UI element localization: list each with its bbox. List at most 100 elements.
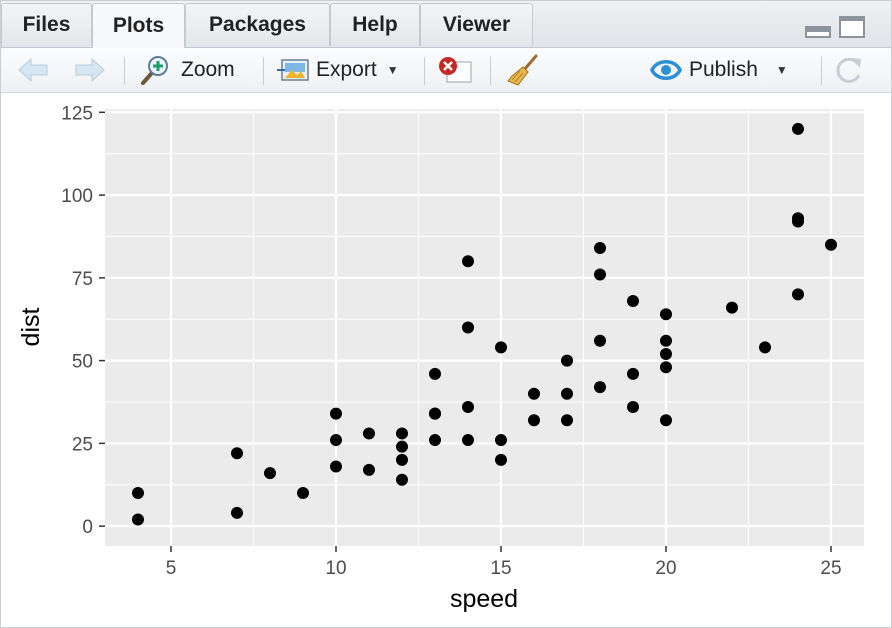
data-point bbox=[462, 255, 474, 268]
publish-button[interactable]: Publish ▼ bbox=[649, 48, 788, 92]
data-point bbox=[627, 400, 639, 413]
toolbar-separator bbox=[821, 57, 822, 85]
x-axis-title: speed bbox=[450, 585, 518, 613]
data-point bbox=[495, 453, 507, 466]
data-point bbox=[363, 463, 375, 476]
x-tick-label: 5 bbox=[166, 558, 177, 579]
y-tick-label: 75 bbox=[72, 269, 93, 290]
x-tick-label: 10 bbox=[325, 558, 346, 579]
x-tick-label: 25 bbox=[820, 558, 841, 579]
publish-label: Publish bbox=[689, 58, 758, 81]
tab-files[interactable]: Files bbox=[1, 3, 92, 46]
data-point bbox=[792, 288, 804, 301]
back-button[interactable] bbox=[17, 48, 49, 92]
remove-plot-button[interactable] bbox=[437, 48, 473, 92]
arrow-right-icon bbox=[75, 57, 105, 83]
tab-viewer[interactable]: Viewer bbox=[420, 3, 533, 46]
plot-canvas: 5 10 15 20 25 0 25 50 75 100 125 speed dist bbox=[17, 103, 864, 613]
data-point bbox=[462, 321, 474, 334]
image-export-icon bbox=[277, 59, 309, 81]
data-point bbox=[660, 414, 672, 427]
data-point bbox=[495, 341, 507, 354]
data-point bbox=[726, 301, 738, 314]
tab-packages[interactable]: Packages bbox=[185, 3, 330, 46]
broom-icon bbox=[507, 54, 538, 86]
window-controls bbox=[805, 16, 865, 42]
data-point bbox=[396, 427, 408, 440]
data-point bbox=[462, 434, 474, 447]
refresh-icon bbox=[836, 57, 861, 83]
tab-bar: Files Plots Packages Help Viewer bbox=[1, 1, 891, 48]
y-tick-label: 125 bbox=[61, 103, 93, 124]
maximize-icon[interactable] bbox=[839, 16, 865, 38]
data-point bbox=[429, 434, 441, 447]
x-axis-tick-labels: 5 10 15 20 25 bbox=[166, 558, 842, 579]
toolbar-separator bbox=[490, 57, 491, 85]
chevron-down-icon: ▼ bbox=[386, 63, 399, 77]
data-point bbox=[264, 467, 276, 480]
y-axis-tick-labels: 0 25 50 75 100 125 bbox=[61, 103, 93, 538]
y-tick-label: 100 bbox=[61, 186, 93, 207]
minimize-icon[interactable] bbox=[805, 26, 831, 38]
minor-gridlines bbox=[105, 109, 864, 546]
data-point bbox=[363, 427, 375, 440]
data-point bbox=[396, 473, 408, 486]
data-point bbox=[297, 487, 309, 500]
data-point bbox=[594, 268, 606, 281]
data-point bbox=[528, 414, 540, 427]
data-point bbox=[561, 414, 573, 427]
data-point bbox=[561, 354, 573, 367]
x-tick-label: 20 bbox=[655, 558, 676, 579]
data-point bbox=[660, 334, 672, 347]
data-point bbox=[330, 460, 342, 473]
data-point bbox=[627, 295, 639, 308]
axis-ticks bbox=[99, 111, 832, 552]
y-tick-label: 0 bbox=[82, 517, 93, 538]
data-point bbox=[759, 341, 771, 354]
data-point bbox=[594, 334, 606, 347]
export-button[interactable]: Export ▼ bbox=[277, 48, 399, 92]
data-point bbox=[231, 447, 243, 460]
data-point bbox=[627, 367, 639, 380]
data-point bbox=[594, 242, 606, 255]
tab-help[interactable]: Help bbox=[330, 3, 420, 46]
zoom-button[interactable]: Zoom bbox=[140, 48, 235, 92]
data-point bbox=[594, 381, 606, 394]
scatter-points bbox=[132, 122, 837, 526]
data-point bbox=[660, 308, 672, 321]
data-point bbox=[495, 434, 507, 447]
clear-all-button[interactable] bbox=[506, 48, 540, 92]
data-point bbox=[330, 434, 342, 447]
zoom-label: Zoom bbox=[181, 58, 235, 81]
tab-plots[interactable]: Plots bbox=[92, 3, 185, 48]
data-point bbox=[429, 367, 441, 380]
y-tick-label: 25 bbox=[72, 434, 93, 455]
y-axis-title: dist bbox=[17, 307, 45, 346]
plots-toolbar: Zoom Export ▼ bbox=[1, 48, 891, 93]
publish-icon bbox=[650, 60, 682, 80]
x-tick-label: 15 bbox=[490, 558, 511, 579]
export-label: Export bbox=[316, 58, 377, 81]
remove-plot-icon bbox=[439, 57, 472, 83]
data-point bbox=[396, 453, 408, 466]
toolbar-separator bbox=[124, 57, 125, 85]
data-point bbox=[429, 407, 441, 420]
data-point bbox=[660, 361, 672, 374]
data-point bbox=[132, 487, 144, 500]
arrow-left-icon bbox=[18, 57, 48, 83]
magnifier-plus-icon bbox=[141, 56, 168, 85]
data-point bbox=[792, 212, 804, 225]
data-point bbox=[462, 400, 474, 413]
data-point bbox=[132, 513, 144, 526]
data-point bbox=[792, 122, 804, 135]
data-point bbox=[528, 387, 540, 400]
y-tick-label: 50 bbox=[72, 352, 93, 373]
data-point bbox=[825, 238, 837, 251]
data-point bbox=[396, 440, 408, 453]
plot-panel-background bbox=[105, 109, 864, 546]
data-point bbox=[660, 347, 672, 360]
forward-button[interactable] bbox=[74, 48, 106, 92]
toolbar-separator bbox=[424, 57, 425, 85]
refresh-button[interactable] bbox=[834, 48, 864, 92]
